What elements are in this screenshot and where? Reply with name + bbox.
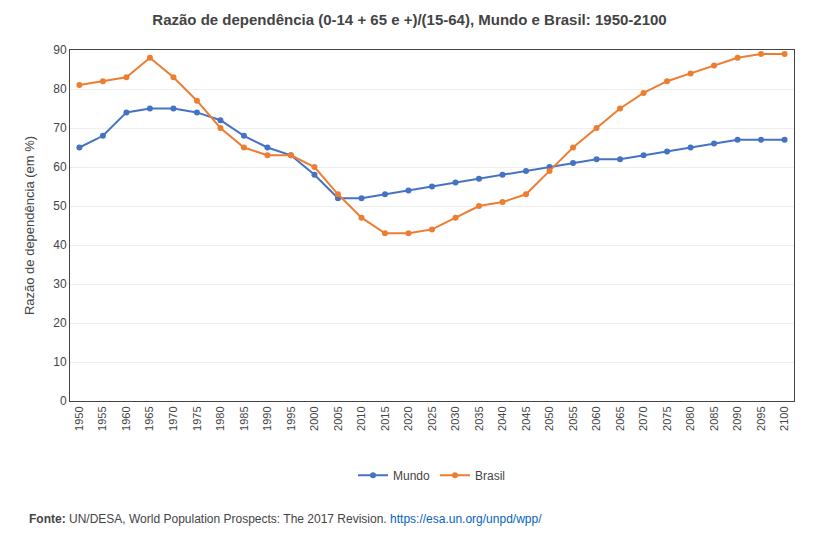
svg-text:2100: 2100	[778, 406, 790, 430]
svg-text:Fonte: UN/DESA, World Populati: Fonte: UN/DESA, World Population Prospec…	[29, 512, 542, 526]
svg-text:1970: 1970	[167, 406, 179, 430]
svg-text:2035: 2035	[473, 406, 485, 430]
svg-text:1995: 1995	[285, 406, 297, 430]
svg-text:1960: 1960	[120, 406, 132, 430]
svg-text:Mundo: Mundo	[393, 469, 430, 483]
svg-text:Brasil: Brasil	[475, 469, 505, 483]
svg-text:2095: 2095	[755, 406, 767, 430]
svg-text:1975: 1975	[191, 406, 203, 430]
svg-text:70: 70	[53, 121, 67, 135]
svg-text:30: 30	[53, 277, 67, 291]
svg-text:2080: 2080	[684, 406, 696, 430]
svg-text:1950: 1950	[73, 406, 85, 430]
svg-text:0: 0	[60, 394, 67, 408]
svg-text:1965: 1965	[143, 406, 155, 430]
svg-text:2010: 2010	[355, 406, 367, 430]
svg-text:2065: 2065	[614, 406, 626, 430]
svg-text:2000: 2000	[308, 406, 320, 430]
svg-text:1955: 1955	[96, 406, 108, 430]
svg-text:2040: 2040	[496, 406, 508, 430]
svg-text:2070: 2070	[637, 406, 649, 430]
svg-text:2025: 2025	[426, 406, 438, 430]
svg-text:2075: 2075	[661, 406, 673, 430]
svg-text:2055: 2055	[567, 406, 579, 430]
svg-text:40: 40	[53, 238, 67, 252]
svg-text:Razão de dependência (em %): Razão de dependência (em %)	[22, 136, 37, 315]
svg-text:80: 80	[53, 82, 67, 96]
svg-text:20: 20	[53, 316, 67, 330]
svg-text:2085: 2085	[708, 406, 720, 430]
svg-text:2005: 2005	[332, 406, 344, 430]
svg-text:2015: 2015	[379, 406, 391, 430]
svg-text:10: 10	[53, 355, 67, 369]
svg-text:2090: 2090	[731, 406, 743, 430]
svg-text:1990: 1990	[261, 406, 273, 430]
svg-text:1980: 1980	[214, 406, 226, 430]
svg-text:1985: 1985	[238, 406, 250, 430]
svg-text:60: 60	[53, 160, 67, 174]
svg-text:50: 50	[53, 199, 67, 213]
svg-text:2045: 2045	[520, 406, 532, 430]
svg-text:2030: 2030	[449, 406, 461, 430]
svg-text:Razão de dependência (0-14 + 6: Razão de dependência (0-14 + 65 e +)/(15…	[152, 11, 666, 28]
svg-text:2050: 2050	[543, 406, 555, 430]
svg-text:90: 90	[53, 43, 67, 57]
svg-text:2060: 2060	[590, 406, 602, 430]
svg-text:2020: 2020	[402, 406, 414, 430]
